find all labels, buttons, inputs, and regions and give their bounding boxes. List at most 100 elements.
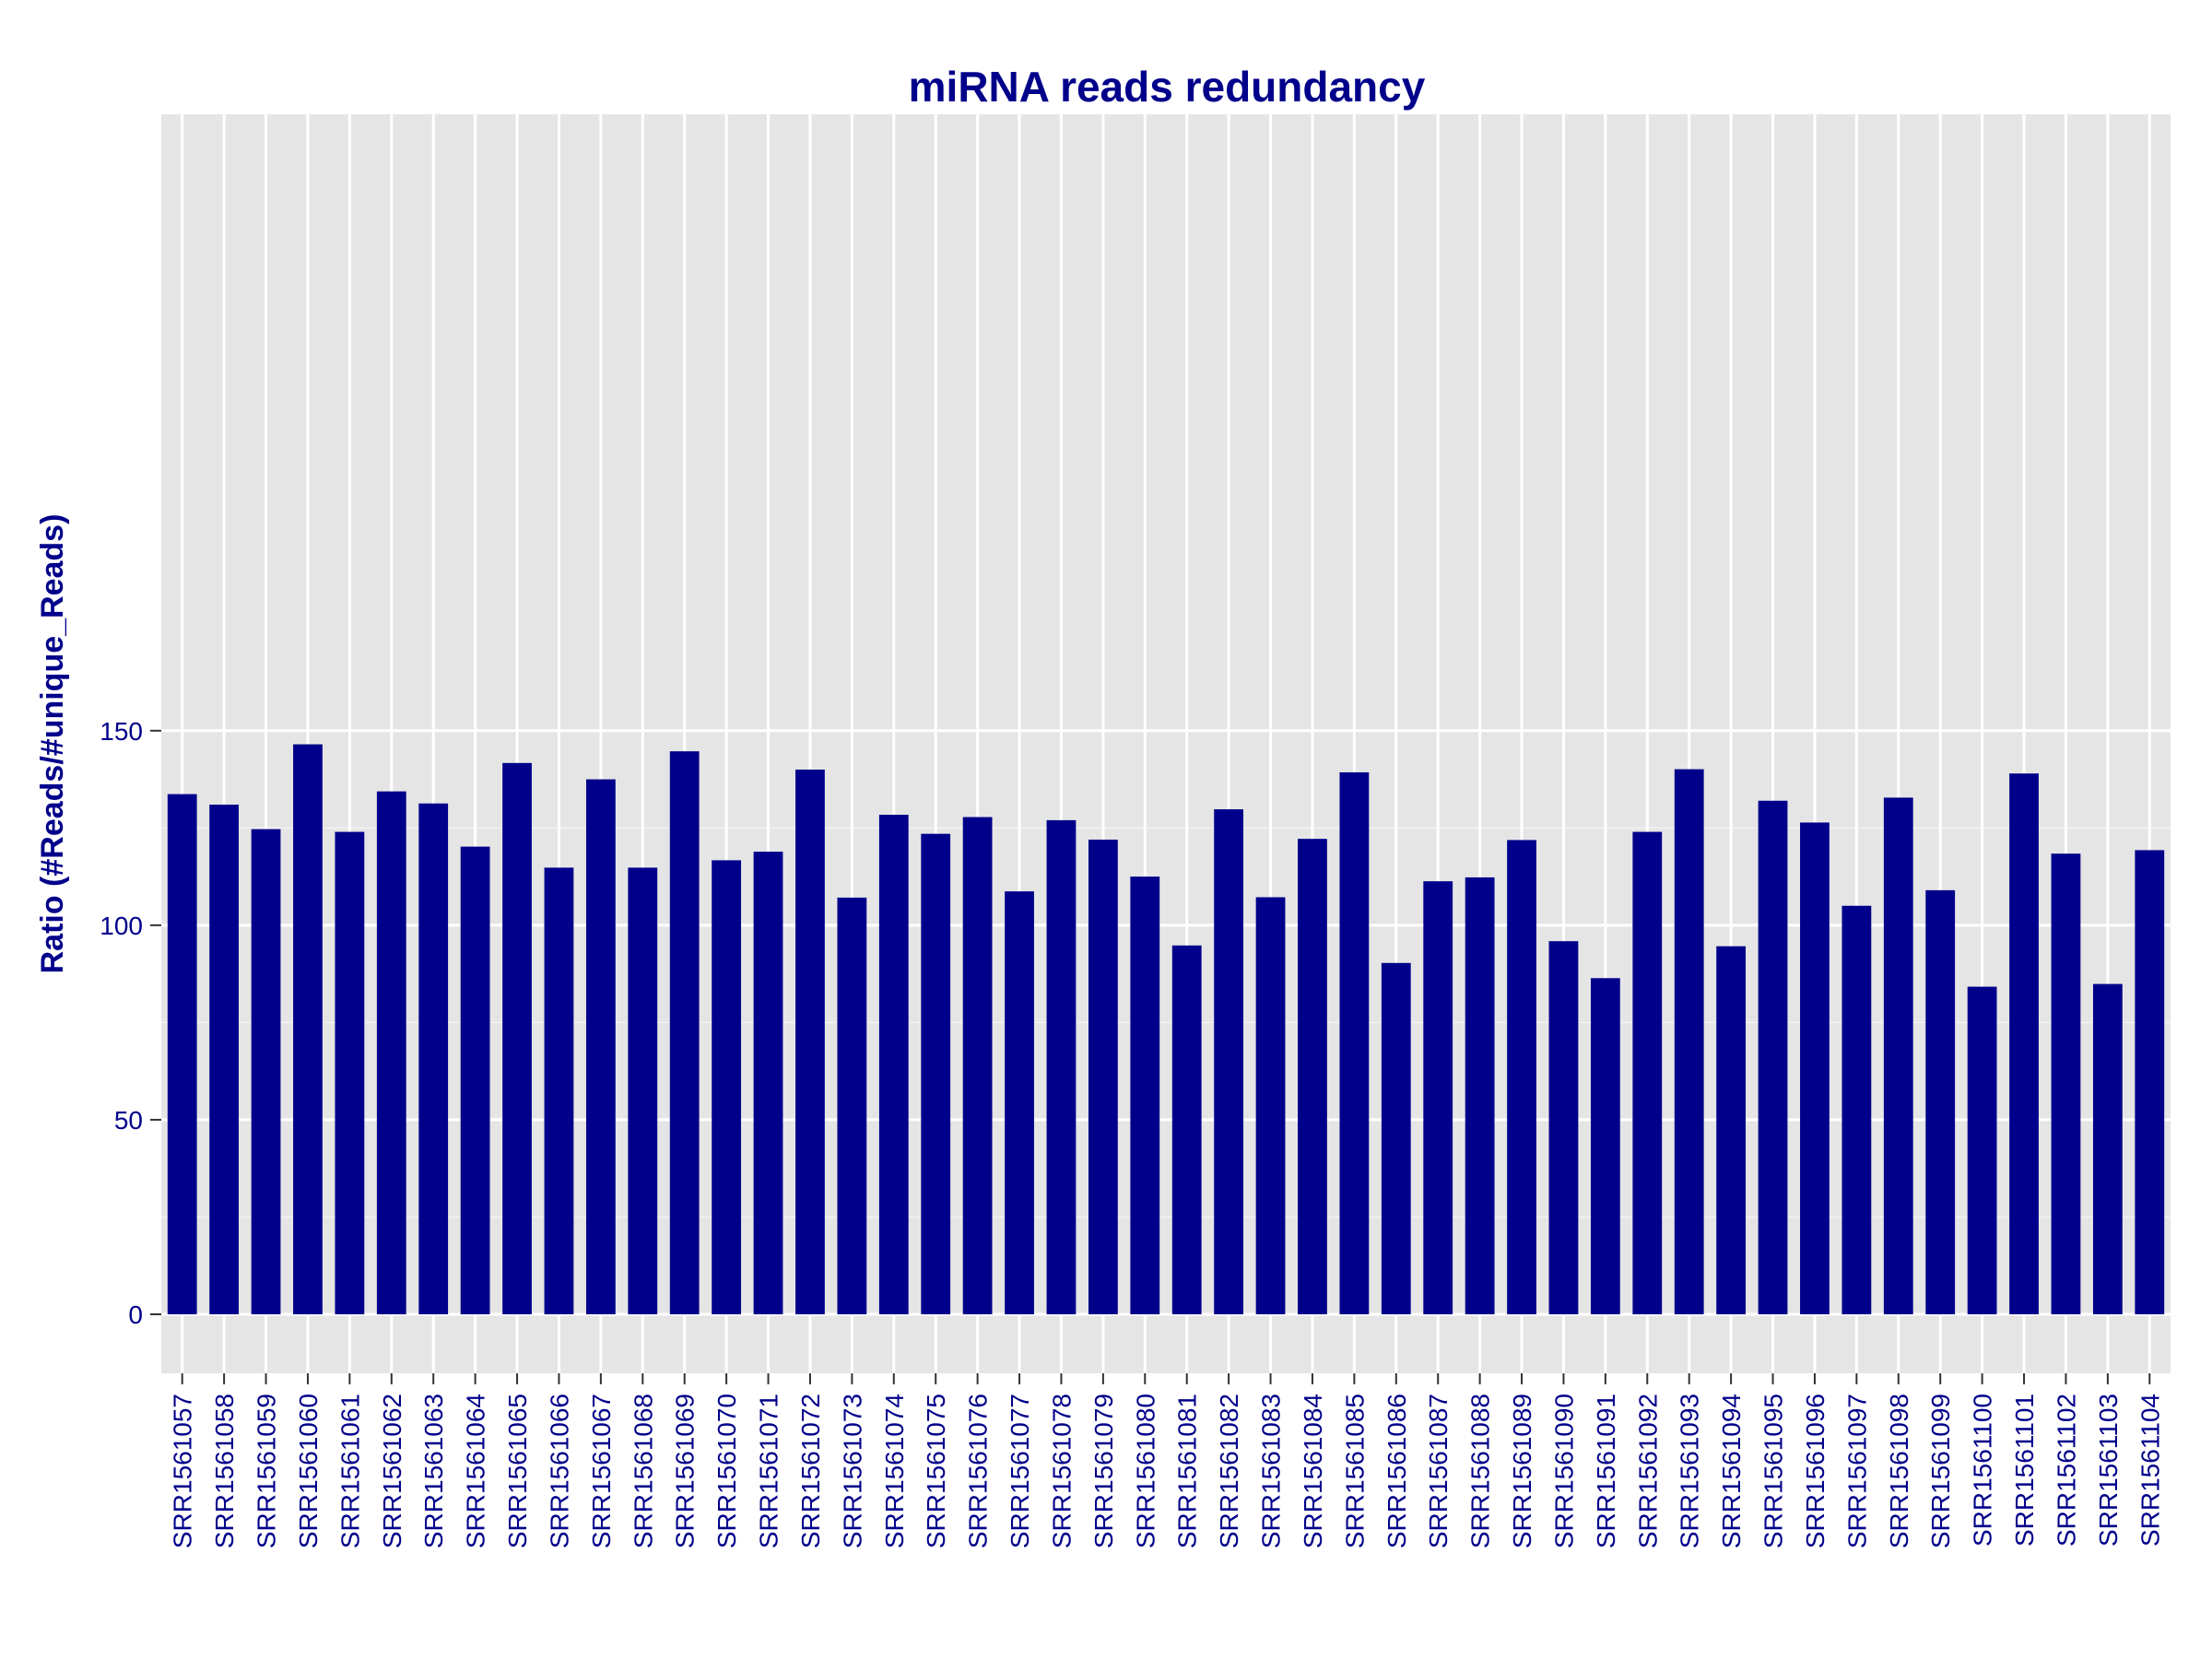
- x-tick-label-SRR1561091: SRR1561091: [1592, 1394, 1620, 1548]
- chart-title: miRNA reads redundancy: [909, 63, 1426, 111]
- x-tick-label-SRR1561078: SRR1561078: [1047, 1394, 1076, 1548]
- bar-SRR1561068: [628, 867, 658, 1314]
- bar-SRR1561090: [1548, 941, 1579, 1314]
- x-tick-label-SRR1561084: SRR1561084: [1299, 1394, 1327, 1548]
- bar-SRR1561079: [1088, 840, 1118, 1314]
- bar-SRR1561102: [2051, 853, 2081, 1314]
- bar-SRR1561069: [669, 751, 700, 1314]
- x-tick-label-SRR1561061: SRR1561061: [335, 1394, 364, 1548]
- y-axis: 0 50 100 150: [100, 717, 161, 1329]
- bar-SRR1561083: [1255, 897, 1286, 1314]
- bar-SRR1561060: [293, 744, 323, 1314]
- bar-SRR1561062: [376, 791, 406, 1314]
- bar-SRR1561104: [2135, 850, 2165, 1314]
- bar-SRR1561097: [1841, 905, 1872, 1314]
- x-tick-label-SRR1561099: SRR1561099: [1926, 1394, 1955, 1548]
- x-tick-label-SRR1561074: SRR1561074: [880, 1394, 909, 1548]
- bar-SRR1561096: [1800, 822, 1830, 1314]
- x-tick-label-SRR1561104: SRR1561104: [2136, 1394, 2164, 1547]
- bar-SRR1561065: [502, 762, 532, 1314]
- bar-SRR1561084: [1298, 839, 1327, 1314]
- x-tick-label-SRR1561102: SRR1561102: [2052, 1394, 2080, 1547]
- x-tick-label-SRR1561086: SRR1561086: [1382, 1394, 1411, 1548]
- bar-SRR1561095: [1758, 800, 1788, 1314]
- x-tick-label-SRR1561090: SRR1561090: [1549, 1394, 1578, 1548]
- bar-SRR1561063: [418, 803, 449, 1314]
- bar-SRR1561070: [712, 860, 742, 1314]
- bar-SRR1561057: [167, 794, 197, 1314]
- x-tick-label-SRR1561063: SRR1561063: [419, 1394, 448, 1548]
- x-tick-label-SRR1561068: SRR1561068: [629, 1394, 657, 1548]
- bars: [167, 744, 2165, 1314]
- bar-SRR1561089: [1507, 840, 1536, 1314]
- bar-SRR1561076: [962, 817, 993, 1314]
- x-tick-label-SRR1561065: SRR1561065: [503, 1394, 532, 1548]
- bar-SRR1561099: [1925, 889, 1956, 1314]
- x-axis: SRR1561057 SRR1561058 SRR1561059 SRR1561060…: [169, 1373, 2164, 1548]
- bar-SRR1561073: [837, 897, 867, 1314]
- bar-SRR1561100: [1967, 986, 1997, 1314]
- y-tick-label: 150: [100, 717, 143, 746]
- x-tick-label-SRR1561081: SRR1561081: [1173, 1394, 1202, 1548]
- bar-SRR1561075: [921, 833, 951, 1314]
- y-axis-label: Ratio (#Reads/#unique_Reads): [35, 514, 70, 974]
- x-tick-label-SRR1561087: SRR1561087: [1424, 1394, 1453, 1548]
- x-tick-label-SRR1561101: SRR1561101: [2010, 1394, 2039, 1547]
- x-tick-label-SRR1561093: SRR1561093: [1676, 1394, 1704, 1548]
- bar-SRR1561081: [1171, 945, 1202, 1314]
- x-tick-label-SRR1561071: SRR1561071: [755, 1394, 783, 1548]
- bar-SRR1561088: [1465, 877, 1495, 1314]
- bar-SRR1561087: [1423, 881, 1453, 1314]
- bar-SRR1561080: [1130, 877, 1160, 1314]
- x-tick-label-SRR1561077: SRR1561077: [1006, 1394, 1034, 1548]
- x-tick-label-SRR1561066: SRR1561066: [545, 1394, 573, 1548]
- x-tick-label-SRR1561057: SRR1561057: [169, 1394, 197, 1548]
- x-tick-label-SRR1561088: SRR1561088: [1466, 1394, 1495, 1548]
- x-tick-label-SRR1561070: SRR1561070: [712, 1394, 741, 1548]
- x-tick-label-SRR1561085: SRR1561085: [1340, 1394, 1369, 1548]
- bar-SRR1561098: [1883, 797, 1913, 1314]
- x-tick-label-SRR1561072: SRR1561072: [796, 1394, 825, 1548]
- x-tick-label-SRR1561082: SRR1561082: [1215, 1394, 1243, 1548]
- x-tick-label-SRR1561095: SRR1561095: [1759, 1394, 1788, 1548]
- bar-SRR1561058: [209, 805, 240, 1314]
- y-tick-label: 100: [100, 912, 143, 940]
- bar-SRR1561067: [585, 779, 616, 1314]
- x-tick-label-SRR1561092: SRR1561092: [1633, 1394, 1662, 1548]
- minor-gridlines: [161, 827, 2171, 1218]
- bar-SRR1561094: [1716, 946, 1747, 1314]
- bar-SRR1561103: [2092, 983, 2123, 1314]
- bar-SRR1561066: [544, 867, 574, 1314]
- bar-SRR1561082: [1214, 809, 1244, 1314]
- x-tick-label-SRR1561060: SRR1561060: [294, 1394, 323, 1548]
- x-tick-label-SRR1561103: SRR1561103: [2094, 1394, 2123, 1547]
- x-tick-label-SRR1561080: SRR1561080: [1131, 1394, 1159, 1548]
- y-tick-label: 0: [128, 1300, 143, 1329]
- x-tick-label-SRR1561096: SRR1561096: [1801, 1394, 1830, 1548]
- bar-SRR1561061: [335, 831, 365, 1314]
- x-tick-label-SRR1561058: SRR1561058: [210, 1394, 239, 1548]
- bar-SRR1561059: [251, 829, 281, 1314]
- x-tick-label-SRR1561064: SRR1561064: [462, 1394, 490, 1548]
- bar-SRR1561064: [460, 846, 490, 1314]
- bar-SRR1561086: [1381, 962, 1411, 1314]
- y-tick-label: 50: [114, 1106, 143, 1135]
- x-tick-label-SRR1561075: SRR1561075: [922, 1394, 950, 1548]
- x-tick-label-SRR1561098: SRR1561098: [1885, 1394, 1913, 1548]
- bar-SRR1561078: [1046, 819, 1077, 1314]
- x-tick-label-SRR1561076: SRR1561076: [964, 1394, 993, 1548]
- plot-panel: [161, 114, 2171, 1373]
- bar-SRR1561101: [2009, 773, 2039, 1314]
- bar-SRR1561071: [753, 852, 783, 1314]
- bar-SRR1561085: [1339, 771, 1370, 1314]
- x-tick-label-SRR1561073: SRR1561073: [838, 1394, 866, 1548]
- x-tick-label-SRR1561089: SRR1561089: [1508, 1394, 1536, 1548]
- x-tick-label-SRR1561059: SRR1561059: [253, 1394, 281, 1548]
- bar-SRR1561093: [1674, 769, 1704, 1314]
- bar-SRR1561091: [1590, 978, 1620, 1314]
- x-tick-label-SRR1561094: SRR1561094: [1717, 1394, 1746, 1548]
- x-tick-label-SRR1561097: SRR1561097: [1842, 1394, 1871, 1548]
- bar-SRR1561092: [1632, 831, 1663, 1314]
- bar-SRR1561072: [795, 770, 825, 1314]
